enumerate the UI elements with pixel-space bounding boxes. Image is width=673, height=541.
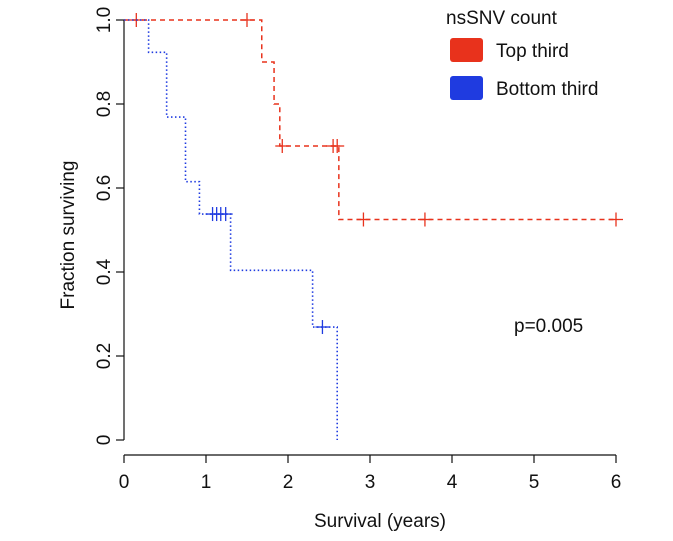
y-tick-label: 0.8: [94, 91, 115, 117]
censor-mark-top-third: [609, 212, 623, 227]
y-tick-label: 0: [94, 435, 115, 446]
legend-label: Bottom third: [496, 79, 598, 100]
legend-items: Top third Bottom third: [450, 38, 598, 100]
y-tick-label: 0.4: [94, 258, 115, 285]
ticks: 0 1 2 3 4 5 6 0 0.2 0.4 0.6 0.8 1.0: [94, 7, 621, 493]
x-tick-label: 2: [283, 472, 294, 493]
x-tick-label: 5: [529, 472, 540, 493]
censor-mark-top-third: [417, 212, 432, 227]
censor-mark-top-third: [275, 139, 290, 153]
censor-mark-bottom-third: [218, 207, 233, 222]
x-tick-label: 4: [447, 472, 458, 493]
censor-mark-top-third: [356, 212, 371, 227]
censor-mark-top-third: [330, 139, 345, 153]
legend-title: nsSNV count: [446, 8, 558, 29]
y-tick-label: 0.2: [94, 343, 115, 369]
censor-mark-top-third: [240, 13, 254, 27]
legend-swatch: [450, 76, 483, 100]
y-tick-label: 0.6: [94, 175, 115, 201]
x-tick-label: 1: [201, 472, 212, 493]
series-layer: [124, 13, 623, 440]
x-axis-title: Survival (years): [314, 511, 446, 532]
series-line-bottom-third: [124, 19, 338, 440]
y-axis-title: Fraction surviving: [58, 161, 79, 310]
x-tick-label: 3: [365, 472, 376, 493]
legend-label: Top third: [496, 41, 569, 62]
legend-swatch: [450, 38, 483, 62]
x-tick-label: 6: [611, 472, 622, 493]
censor-mark-bottom-third: [315, 320, 330, 335]
y-tick-label: 1.0: [94, 7, 115, 33]
p-value-annotation: p=0.005: [514, 316, 583, 337]
series-line-top-third: [124, 19, 616, 221]
x-tick-label: 0: [119, 472, 130, 493]
legend: nsSNV count Top third Bottom third: [446, 8, 598, 100]
